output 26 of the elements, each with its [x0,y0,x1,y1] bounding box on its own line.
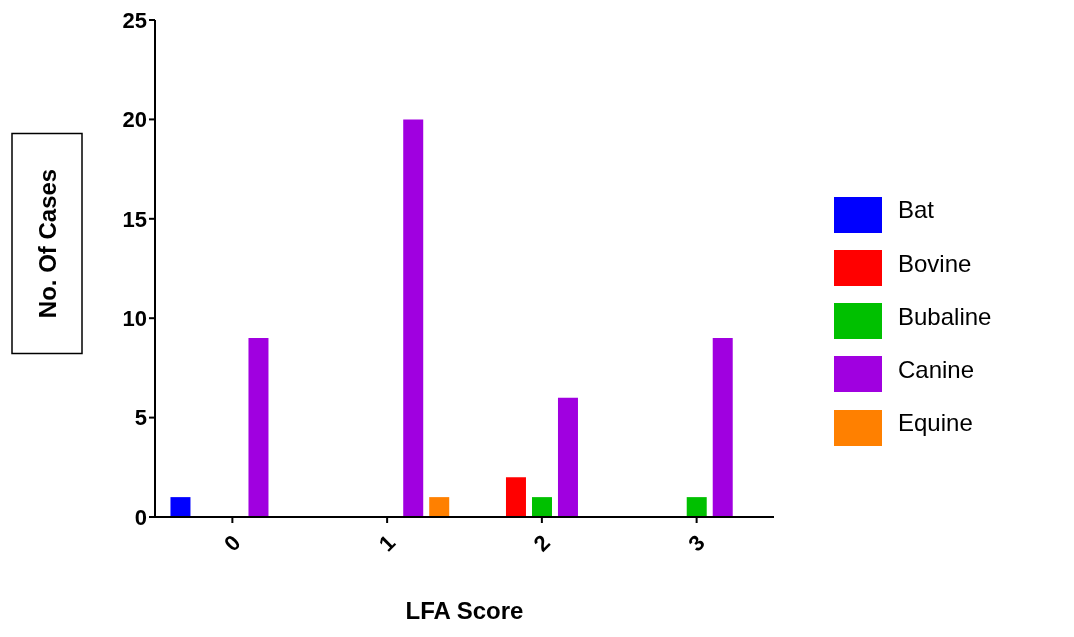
legend-label: Bovine [898,249,972,277]
x-tick-label: 1 [373,529,401,557]
y-tick-label: 5 [134,405,147,431]
x-tick-label: 3 [683,529,710,557]
bar [429,497,450,517]
bar [686,497,707,517]
y-tick-label: 20 [122,107,147,133]
legend-label: Equine [898,409,973,437]
y-tick-label: 0 [134,504,147,530]
x-tick-label: 2 [528,529,556,557]
y-axis-title: No. Of Cases [33,168,61,319]
bar [505,477,526,517]
bar [557,397,578,517]
bar [170,497,191,517]
x-tick-label: 0 [219,529,246,557]
bar [248,338,269,517]
bar [712,338,733,517]
y-tick-label: 15 [122,206,147,232]
bar [403,119,424,517]
legend-label: Canine [898,356,975,384]
x-axis-title: LFA Score [405,597,524,624]
y-tick-label: 25 [122,7,147,33]
legend-label: Bubaline [898,302,992,330]
bar [531,497,552,517]
legend-label: Bat [898,196,935,224]
y-tick-label: 10 [122,306,147,332]
